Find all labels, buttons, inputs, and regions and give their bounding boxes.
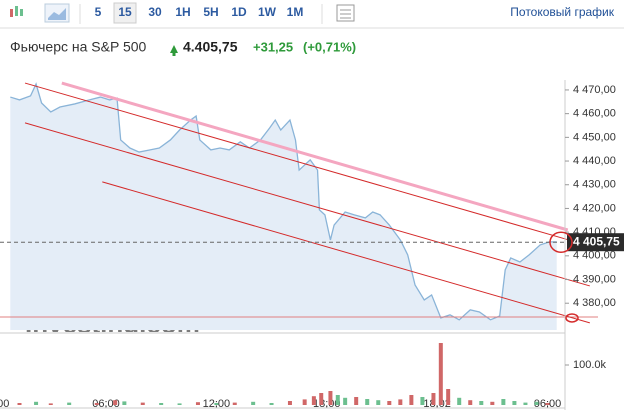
y-tick-label: 4 460,00 (573, 108, 616, 120)
selected-interval-bg (113, 2, 137, 24)
volume-bar (67, 402, 72, 405)
stream-link[interactable]: Потоковый график (510, 5, 614, 19)
y-tick-label: 4 440,00 (573, 155, 616, 167)
trendline (24, 82, 570, 241)
volume-bar (420, 397, 425, 405)
up-arrow (170, 45, 178, 56)
volume-bar (319, 393, 324, 405)
volume-bar (398, 399, 403, 405)
x-tick-label: 00:00 (0, 398, 9, 410)
volume-bar (232, 402, 237, 405)
trendline (61, 81, 569, 232)
volume-bar (48, 403, 53, 405)
interval-button[interactable]: 1W (258, 5, 277, 19)
volume-bar (335, 395, 340, 405)
x-tick-label: 18.02 (423, 398, 451, 410)
volume-bar (34, 401, 39, 405)
volume-bar (438, 343, 443, 405)
volume-bar (113, 400, 118, 405)
volume-bar (311, 396, 316, 405)
y-tick-label: 4 390,00 (573, 273, 616, 285)
volume-bar (328, 391, 333, 405)
volume-bar (534, 401, 539, 405)
interval-button[interactable]: 5 (95, 5, 102, 19)
volume-bar (501, 399, 506, 405)
y-tick-label: 4 470,00 (573, 84, 616, 96)
volume-bar (177, 403, 182, 405)
candle-icon[interactable] (10, 6, 23, 17)
y-tick-label: 4 430,00 (573, 179, 616, 191)
annotation-circle (565, 313, 579, 323)
change: +31,25 (253, 39, 293, 54)
volume-bar (159, 403, 164, 405)
interval-button[interactable]: 1D (231, 5, 247, 19)
y-tick-label: 4 400,00 (573, 250, 616, 262)
y-tick-label: 4 420,00 (573, 202, 616, 214)
interval-button[interactable]: 1M (287, 5, 304, 19)
volume-bar (94, 403, 99, 405)
annotation-circle (549, 231, 573, 253)
volume-bar (343, 397, 348, 405)
volume-bar (140, 402, 145, 405)
volume-bar (214, 403, 219, 405)
volume-bar (479, 401, 484, 405)
volume-bar (17, 403, 22, 405)
trendline (24, 122, 590, 287)
instrument-title: Фьючерс на S&P 500 (10, 39, 147, 55)
volume-bar (387, 401, 392, 405)
volume-bar (431, 393, 436, 405)
volume-bar (269, 403, 274, 405)
table-icon[interactable] (336, 4, 355, 22)
volume-bar (122, 401, 127, 405)
trendline (102, 181, 590, 324)
last-price-label: 4 405,75 (573, 234, 620, 248)
volume-bar (409, 395, 414, 405)
volume-bar (287, 401, 292, 405)
volume-bar (365, 399, 370, 405)
volume-bar (468, 400, 473, 405)
volume-bar (523, 402, 528, 405)
interval-button[interactable]: 1H (175, 5, 190, 19)
volume-tick-label: 100.0k (573, 359, 607, 371)
price: 4.405,75 (183, 39, 238, 55)
x-tick-label: 06:00 (92, 398, 120, 410)
area-icon[interactable] (44, 3, 70, 23)
volume-bar (302, 399, 307, 405)
volume-bar (376, 400, 381, 405)
toolbar (0, 0, 624, 28)
volume-bar (490, 401, 495, 405)
change-pct: (+0,71%) (303, 39, 356, 54)
y-tick-label: 4 380,00 (573, 297, 616, 309)
volume-bar (545, 403, 550, 405)
interval-button[interactable]: 30 (148, 5, 162, 19)
volume-bar (457, 397, 462, 405)
interval-button[interactable]: 15 (118, 5, 132, 19)
last-price-box (567, 233, 624, 252)
volume-bar (446, 389, 451, 405)
volume-bar (354, 397, 359, 405)
y-tick-label: 4 450,00 (573, 131, 616, 143)
interval-button[interactable]: 5H (203, 5, 218, 19)
volume-bar (195, 402, 200, 405)
volume-bar (251, 401, 256, 405)
price-area (10, 84, 557, 330)
volume-bar (512, 401, 517, 405)
